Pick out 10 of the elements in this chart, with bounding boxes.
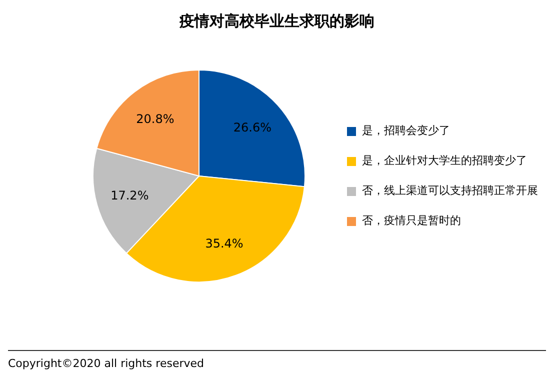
- data-label: 26.6%: [233, 120, 272, 135]
- legend-label: 否，疫情只是暂时的: [362, 213, 461, 229]
- data-label: 35.4%: [205, 236, 244, 251]
- legend-label: 是，企业针对大学生的招聘变少了: [362, 153, 527, 169]
- legend-label: 否，线上渠道可以支持招聘正常开展: [362, 183, 538, 199]
- data-label: 17.2%: [110, 188, 149, 203]
- data-label: 20.8%: [136, 112, 174, 126]
- legend-label: 是，招聘会变少了: [362, 123, 450, 139]
- text: Copyright©2020 all rights reserved: [8, 357, 205, 370]
- chart-title: 疫情对高校毕业生求职的影响: [178, 11, 376, 32]
